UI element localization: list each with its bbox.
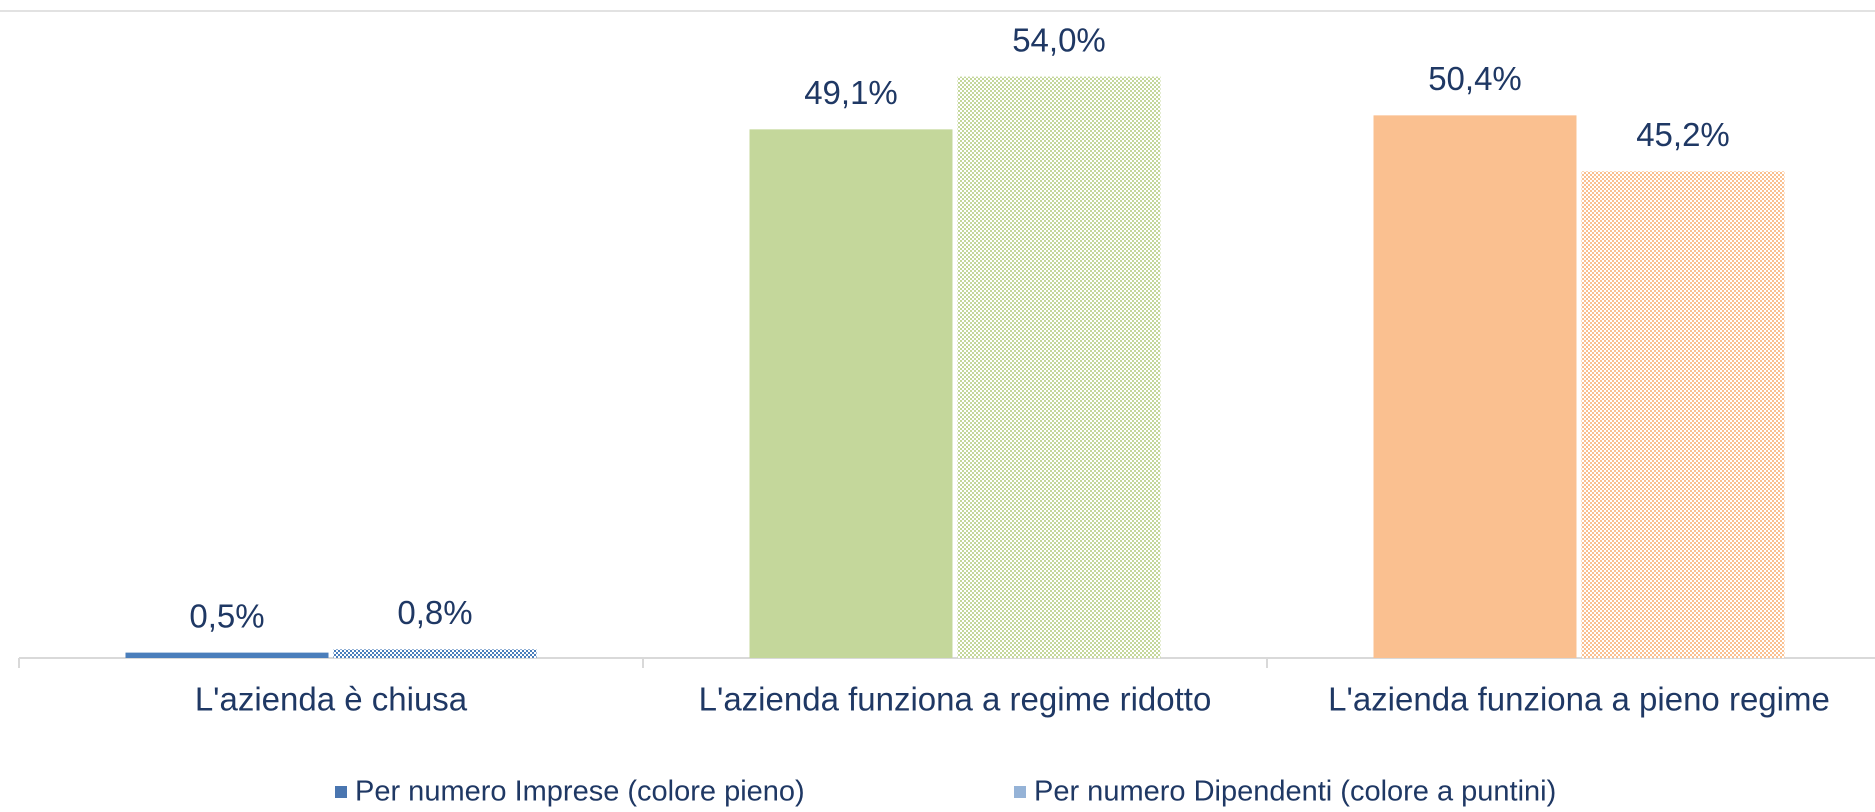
bar: [957, 76, 1161, 659]
bar: [1581, 171, 1785, 658]
x-tick-label: L'azienda funziona a regime ridotto: [699, 681, 1212, 718]
value-label: 54,0%: [1012, 21, 1106, 58]
value-label: 0,8%: [397, 594, 472, 631]
x-tick-label: L'azienda funziona a pieno regime: [1328, 681, 1830, 718]
value-label: 0,5%: [189, 597, 264, 634]
bar: [333, 649, 537, 658]
value-label: 45,2%: [1636, 116, 1730, 153]
value-label: 50,4%: [1428, 60, 1522, 97]
legend-label: Per numero Dipendenti (colore a puntini): [1034, 776, 1556, 808]
legend-label: Per numero Imprese (colore pieno): [355, 776, 805, 808]
legend-marker: [335, 786, 347, 798]
x-tick-label: L'azienda è chiusa: [195, 681, 468, 718]
bar: [749, 129, 953, 658]
bar: [1373, 115, 1577, 659]
legend-marker: [1014, 786, 1026, 798]
value-label: 49,1%: [804, 74, 898, 111]
bar: [125, 652, 329, 658]
